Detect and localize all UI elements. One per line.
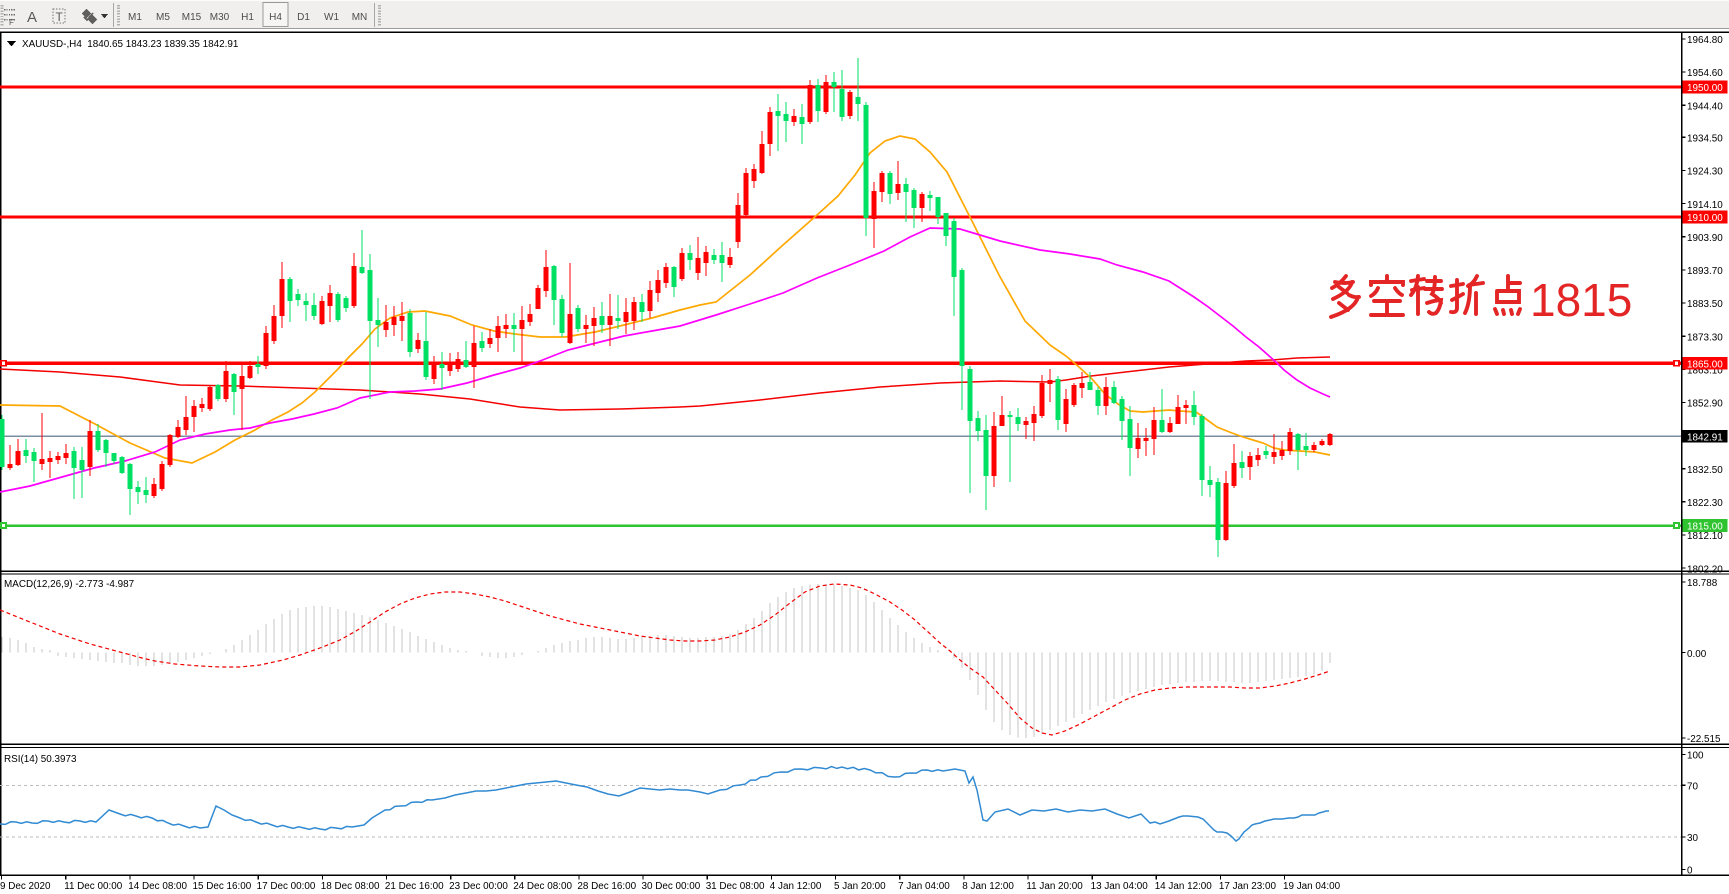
svg-text:1893.70: 1893.70 [1687, 266, 1723, 277]
svg-text:1863.10: 1863.10 [1687, 366, 1723, 377]
svg-text:A: A [27, 9, 37, 26]
svg-text:M5: M5 [156, 12, 170, 23]
svg-text:21 Dec 16:00: 21 Dec 16:00 [385, 881, 444, 892]
svg-text:11 Jan 20:00: 11 Jan 20:00 [1026, 881, 1083, 892]
svg-text:0: 0 [1687, 866, 1693, 877]
svg-text:1822.30: 1822.30 [1687, 498, 1723, 509]
svg-text:1903.90: 1903.90 [1687, 233, 1723, 244]
svg-text:18.788: 18.788 [1687, 578, 1718, 589]
svg-text:13 Jan 04:00: 13 Jan 04:00 [1091, 881, 1149, 892]
svg-text:H4: H4 [269, 12, 282, 23]
svg-text:70: 70 [1687, 782, 1698, 793]
svg-text:1815: 1815 [1530, 274, 1632, 326]
svg-text:100: 100 [1687, 751, 1704, 762]
svg-text:23 Dec 00:00: 23 Dec 00:00 [449, 881, 508, 892]
svg-text:D1: D1 [297, 12, 310, 23]
svg-text:5 Jan 20:00: 5 Jan 20:00 [834, 881, 886, 892]
svg-text:4 Jan 12:00: 4 Jan 12:00 [770, 881, 822, 892]
svg-text:7 Jan 04:00: 7 Jan 04:00 [898, 881, 950, 892]
svg-text:1950.00: 1950.00 [1687, 83, 1723, 94]
svg-text:1873.30: 1873.30 [1687, 332, 1723, 343]
svg-text:17 Dec 00:00: 17 Dec 00:00 [257, 881, 316, 892]
svg-text:19 Jan 04:00: 19 Jan 04:00 [1283, 881, 1341, 892]
svg-text:F: F [9, 18, 14, 27]
svg-text:T: T [56, 10, 64, 24]
svg-text:8 Jan 12:00: 8 Jan 12:00 [962, 881, 1014, 892]
svg-text:1802.20: 1802.20 [1687, 564, 1723, 575]
svg-text:28 Dec 16:00: 28 Dec 16:00 [577, 881, 636, 892]
svg-text:1865.00: 1865.00 [1687, 360, 1723, 371]
svg-text:H1: H1 [241, 12, 254, 23]
svg-text:M30: M30 [210, 12, 230, 23]
svg-text:30: 30 [1687, 833, 1698, 844]
svg-text:M1: M1 [128, 12, 142, 23]
svg-text:1910.00: 1910.00 [1687, 213, 1723, 224]
svg-text:-22.515: -22.515 [1687, 734, 1721, 745]
svg-text:1934.50: 1934.50 [1687, 134, 1723, 145]
svg-text:9 Dec 2020: 9 Dec 2020 [0, 881, 51, 892]
svg-text:18 Dec 08:00: 18 Dec 08:00 [321, 881, 380, 892]
svg-text:XAUUSD-,H4 1840.65 1843.23 18: XAUUSD-,H4 1840.65 1843.23 1839.35 1842.… [22, 39, 239, 50]
svg-text:1812.10: 1812.10 [1687, 531, 1723, 542]
svg-text:1924.30: 1924.30 [1687, 167, 1723, 178]
svg-text:1914.10: 1914.10 [1687, 200, 1723, 211]
svg-text:MACD(12,26,9) -2.773 -4.987: MACD(12,26,9) -2.773 -4.987 [4, 579, 134, 590]
svg-text:31 Dec 08:00: 31 Dec 08:00 [706, 881, 765, 892]
svg-text:24 Dec 08:00: 24 Dec 08:00 [513, 881, 572, 892]
svg-text:15 Dec 16:00: 15 Dec 16:00 [193, 881, 252, 892]
svg-text:17 Jan 23:00: 17 Jan 23:00 [1219, 881, 1277, 892]
svg-text:1842.91: 1842.91 [1687, 433, 1723, 444]
svg-text:0.00: 0.00 [1687, 649, 1707, 660]
svg-text:W1: W1 [324, 12, 339, 23]
svg-text:30 Dec 00:00: 30 Dec 00:00 [642, 881, 701, 892]
svg-text:1954.60: 1954.60 [1687, 68, 1723, 79]
svg-text:M15: M15 [182, 12, 202, 23]
svg-text:1883.50: 1883.50 [1687, 299, 1723, 310]
svg-text:11 Dec 00:00: 11 Dec 00:00 [64, 881, 123, 892]
svg-text:1944.40: 1944.40 [1687, 101, 1723, 112]
svg-text:RSI(14) 50.3973: RSI(14) 50.3973 [4, 754, 77, 765]
svg-text:MN: MN [352, 12, 368, 23]
svg-text:1964.80: 1964.80 [1687, 35, 1723, 46]
svg-text:14 Jan 12:00: 14 Jan 12:00 [1155, 881, 1213, 892]
svg-text:14 Dec 08:00: 14 Dec 08:00 [128, 881, 187, 892]
svg-text:1832.50: 1832.50 [1687, 465, 1723, 476]
svg-text:1852.90: 1852.90 [1687, 399, 1723, 410]
svg-text:1815.00: 1815.00 [1687, 522, 1723, 533]
